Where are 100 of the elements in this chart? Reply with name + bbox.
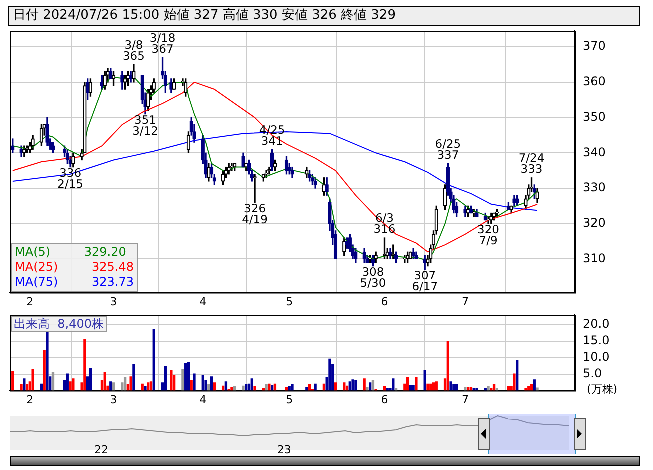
bar — [72, 378, 75, 391]
bar — [193, 374, 196, 391]
x-tick-label: 2 — [26, 393, 34, 406]
bar — [66, 374, 69, 391]
bar — [124, 377, 127, 391]
x-tick-label: 23 — [277, 443, 292, 456]
candlestick — [414, 252, 418, 260]
annotation: 320 7/9 — [478, 222, 500, 248]
bar — [230, 388, 234, 391]
bar — [147, 382, 150, 391]
bar — [432, 382, 436, 391]
bar — [363, 378, 366, 391]
annotation: 307 6/17 — [412, 268, 438, 294]
bar — [144, 386, 147, 391]
bar — [213, 382, 216, 391]
y-tick-label: 15.0 — [583, 334, 610, 348]
bar — [12, 371, 14, 391]
candlestick — [46, 117, 50, 146]
bar — [435, 382, 438, 391]
candlestick — [253, 174, 257, 203]
x-tick-label: 4 — [200, 295, 207, 308]
candlestick — [88, 78, 93, 97]
bar — [533, 380, 536, 391]
bar — [366, 388, 369, 391]
bar — [20, 384, 23, 391]
chart-title: 日付 2024/07/26 15:00 始値 327 高値 330 安値 326 終値 329 — [8, 6, 640, 26]
candlestick — [290, 166, 294, 178]
candlestick — [129, 72, 133, 83]
x-tick-label: 5 — [286, 295, 294, 308]
candlestick — [345, 238, 350, 249]
bar — [130, 376, 132, 391]
bar — [348, 382, 352, 391]
bar — [452, 384, 456, 391]
bar — [487, 386, 490, 391]
bar — [208, 384, 210, 391]
y-tick-label: 330 — [583, 180, 606, 195]
bar — [314, 384, 317, 391]
candlestick — [314, 178, 318, 189]
candlestick — [123, 75, 128, 90]
bar — [152, 329, 156, 391]
bar — [150, 382, 153, 391]
y-tick-label: 10.0 — [583, 350, 610, 364]
bar — [352, 380, 354, 391]
text: MA(5) 329.20 — [15, 244, 128, 260]
bar — [112, 382, 116, 391]
candlestick — [342, 238, 346, 256]
annotation: 3/18 367 — [150, 30, 176, 56]
x-tick-label: 2 — [26, 295, 34, 308]
annotation: 出来高 8,400株 — [11, 316, 107, 332]
bar — [69, 382, 72, 391]
x-tick-label: 3 — [110, 295, 118, 308]
y-tick-label: 5.0 — [583, 366, 602, 380]
bar — [254, 386, 256, 391]
bar — [170, 370, 173, 391]
candlestick — [443, 184, 448, 210]
annotation: 6/25 337 — [435, 137, 462, 162]
bar — [530, 384, 534, 391]
candlestick — [20, 146, 24, 158]
bar — [202, 375, 204, 391]
y-axis-title: (万株) — [587, 383, 618, 396]
candlestick — [242, 152, 246, 168]
bar — [210, 376, 214, 391]
bar — [89, 368, 92, 391]
bar — [187, 362, 190, 391]
x-tick-label: 6 — [381, 295, 388, 308]
x-tick-label: 6 — [381, 393, 388, 406]
bar — [536, 388, 539, 391]
x-tick-label: 7 — [462, 393, 469, 406]
candlestick — [310, 174, 315, 186]
annotation: 7/24 333 — [518, 151, 545, 176]
bar — [513, 374, 516, 391]
candlestick — [403, 255, 407, 264]
bar — [308, 384, 312, 391]
x-tick-label: 3 — [110, 393, 118, 406]
bar — [424, 370, 426, 391]
y-tick-label: 350 — [583, 110, 606, 124]
bar — [23, 378, 26, 391]
text: MA(75) 323.73 — [15, 274, 134, 290]
bar — [334, 382, 338, 391]
x-tick-label: 7 — [462, 295, 469, 308]
y-tick-label: 360 — [583, 74, 606, 89]
candlestick — [264, 170, 268, 178]
bar — [343, 382, 346, 391]
bar — [43, 350, 46, 391]
bar — [110, 382, 112, 391]
annotation: 3/8 365 — [122, 38, 145, 64]
candlestick — [172, 78, 176, 90]
candlestick — [475, 209, 479, 218]
bar — [415, 377, 418, 391]
bar — [46, 331, 49, 391]
y-tick-label: 20.0 — [583, 317, 610, 332]
candlestick — [40, 124, 44, 146]
bar — [164, 366, 167, 391]
bar — [242, 386, 245, 391]
bar — [450, 382, 452, 391]
annotation: 326 4/19 — [242, 201, 268, 226]
candlestick — [512, 195, 516, 207]
bar — [369, 382, 372, 391]
bar — [265, 384, 268, 391]
bar — [392, 378, 395, 391]
